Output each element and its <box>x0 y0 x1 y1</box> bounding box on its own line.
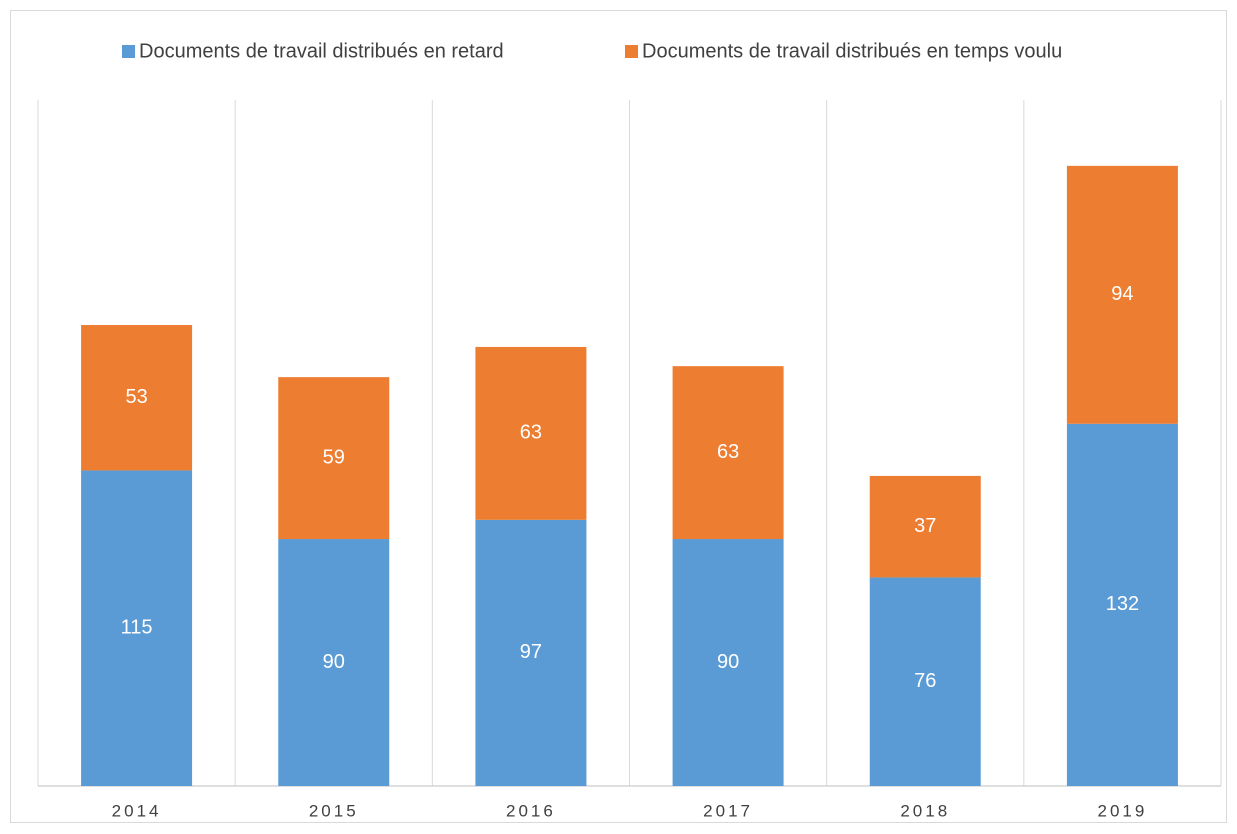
data-label: 97 <box>520 641 542 663</box>
data-label: 94 <box>1111 283 1133 305</box>
bar-segment <box>81 325 193 471</box>
bar-segment <box>672 539 784 786</box>
legend-swatch <box>122 45 135 58</box>
bar-segment <box>475 346 587 520</box>
data-label: 76 <box>914 670 936 692</box>
data-label: 63 <box>520 422 542 444</box>
bar-segment <box>672 366 784 540</box>
x-tick-label: 2018 <box>900 801 950 820</box>
data-label: 132 <box>1106 593 1139 615</box>
bar-segment <box>475 519 587 786</box>
x-tick-label: 2017 <box>703 801 753 820</box>
bar-segment <box>869 577 981 786</box>
bar-segment <box>1066 165 1178 424</box>
x-tick-label: 2015 <box>309 801 359 820</box>
chart-border <box>10 10 1227 823</box>
legend-label: Documents de travail distribués en retar… <box>139 40 504 62</box>
bar-segment <box>869 475 981 578</box>
data-label: 37 <box>914 515 936 537</box>
data-label: 63 <box>717 441 739 463</box>
bar-segment <box>1066 423 1178 786</box>
bar-segment <box>278 377 390 540</box>
x-tick-label: 2019 <box>1098 801 1148 820</box>
bar-segment <box>81 470 193 786</box>
data-label: 59 <box>323 446 345 468</box>
data-label: 115 <box>121 617 153 639</box>
bar-segment <box>278 539 390 786</box>
x-tick-label: 2014 <box>112 801 162 820</box>
data-label: 90 <box>323 651 345 673</box>
data-label: 53 <box>125 386 147 408</box>
x-tick-label: 2016 <box>506 801 556 820</box>
legend-label: Documents de travail distribués en temps… <box>642 40 1062 62</box>
legend-swatch <box>625 45 638 58</box>
data-label: 90 <box>717 651 739 673</box>
